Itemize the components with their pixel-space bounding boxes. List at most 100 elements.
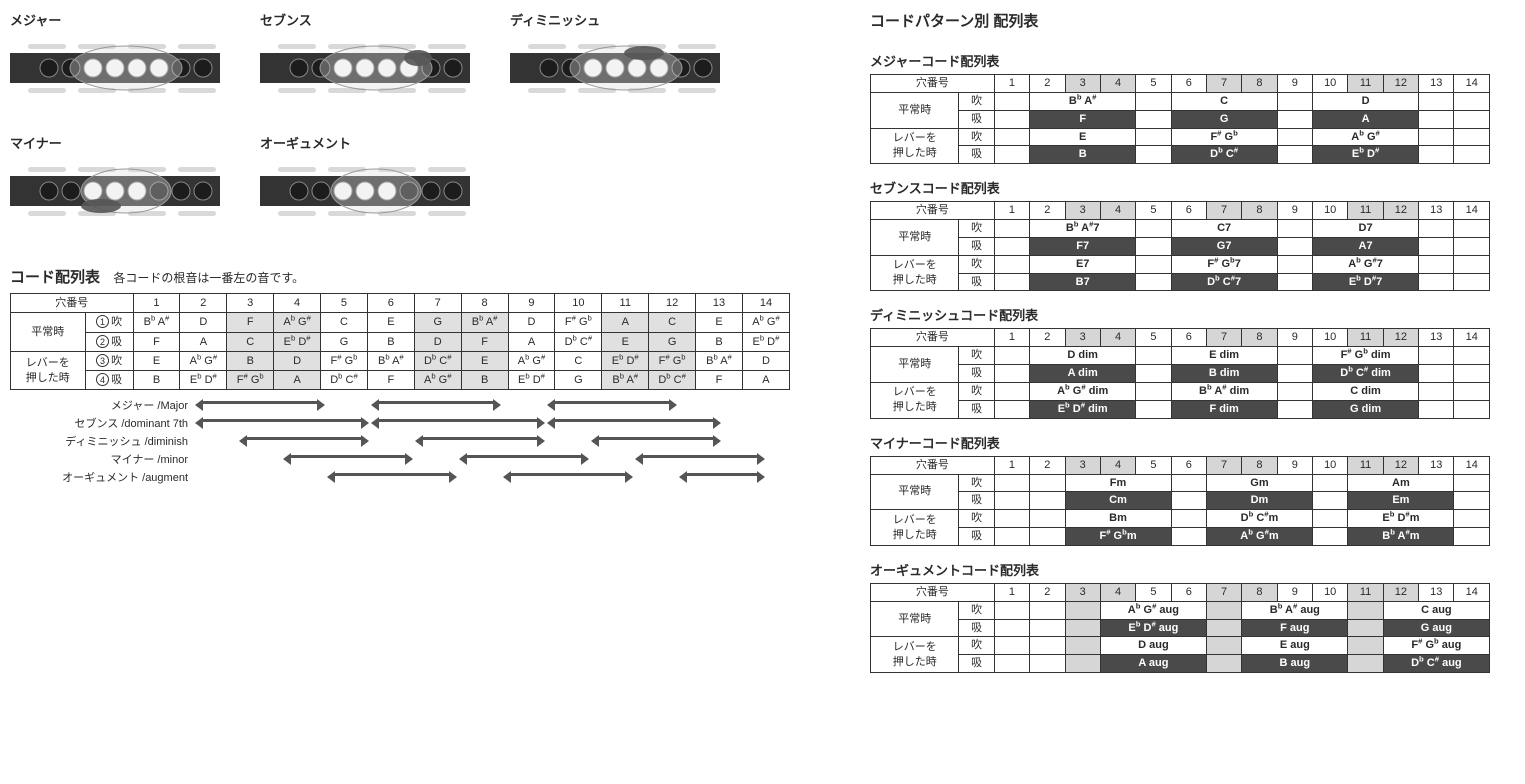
chord-cell: F# Gb aug bbox=[1383, 637, 1489, 655]
chord-cell: F bbox=[1030, 110, 1136, 128]
empty-cell bbox=[1065, 619, 1100, 637]
hole-header: 5 bbox=[1136, 456, 1171, 474]
empty-cell bbox=[1454, 146, 1490, 164]
hole-header: 5 bbox=[321, 294, 368, 313]
pattern-table-title: オーギュメントコード配列表 bbox=[870, 560, 1510, 579]
note-cell: F bbox=[461, 332, 508, 351]
hole-header: 5 bbox=[1136, 583, 1171, 601]
row-group-label: 平常時 bbox=[871, 601, 959, 637]
empty-cell bbox=[994, 220, 1029, 238]
hole-label: 穴番号 bbox=[871, 75, 995, 93]
chord-cell: Ab G# bbox=[1313, 128, 1419, 146]
hole-header: 11 bbox=[1348, 583, 1383, 601]
empty-cell bbox=[1277, 382, 1312, 400]
row-group-label: レバーを押した時 bbox=[871, 382, 959, 418]
note-cell: G bbox=[321, 332, 368, 351]
main-table-heading: コード配列表 bbox=[10, 266, 100, 287]
hole-header: 10 bbox=[1313, 75, 1348, 93]
chord-cell: Bb A#m bbox=[1348, 528, 1454, 546]
empty-cell bbox=[994, 128, 1029, 146]
hole-header: 13 bbox=[1419, 329, 1454, 347]
note-cell: D bbox=[508, 313, 555, 332]
note-cell: F# Gb bbox=[555, 313, 602, 332]
empty-cell bbox=[1454, 382, 1490, 400]
hole-header: 11 bbox=[1348, 75, 1383, 93]
range-arrow bbox=[378, 401, 494, 404]
empty-cell bbox=[1313, 510, 1348, 528]
hole-header: 8 bbox=[461, 294, 508, 313]
diagram-label: マイナー bbox=[10, 133, 230, 152]
hole-header: 4 bbox=[1100, 75, 1135, 93]
chord-cell: Am bbox=[1348, 474, 1454, 492]
empty-cell bbox=[1313, 492, 1348, 510]
hole-header: 13 bbox=[1419, 583, 1454, 601]
chord-cell: G aug bbox=[1383, 619, 1489, 637]
range-arrow bbox=[554, 419, 714, 422]
empty-cell bbox=[1348, 601, 1383, 619]
chord-cell: F# Gb7 bbox=[1171, 255, 1277, 273]
hole-header: 2 bbox=[1030, 456, 1065, 474]
chord-cell: G dim bbox=[1313, 400, 1419, 418]
empty-cell bbox=[1136, 220, 1171, 238]
note-cell: E bbox=[133, 351, 180, 370]
harmonica-diagrams: メジャーセブンスディミニッシュマイナーオーギュメント bbox=[10, 10, 810, 226]
chord-cell: Ab G# aug bbox=[1100, 601, 1206, 619]
row-dir: 吹 bbox=[959, 510, 994, 528]
hole-header: 2 bbox=[1030, 75, 1065, 93]
chord-cell: Db C#7 bbox=[1171, 273, 1277, 291]
hole-header: 8 bbox=[1242, 329, 1277, 347]
chord-cell: A dim bbox=[1030, 365, 1136, 383]
range-arrow bbox=[554, 401, 670, 404]
row-group-label: 平常時 bbox=[871, 347, 959, 383]
hole-header: 9 bbox=[1277, 202, 1312, 220]
note-cell: C bbox=[649, 313, 696, 332]
pattern-table-title: セブンスコード配列表 bbox=[870, 178, 1510, 197]
empty-cell bbox=[1419, 220, 1454, 238]
empty-cell bbox=[1171, 474, 1206, 492]
note-cell: Bb A# bbox=[602, 371, 649, 390]
note-cell: A bbox=[274, 371, 321, 390]
empty-cell bbox=[1419, 237, 1454, 255]
range-label: ディミニッシュ /diminish bbox=[10, 433, 194, 449]
range-arrow bbox=[246, 437, 362, 440]
empty-cell bbox=[1030, 619, 1065, 637]
empty-cell bbox=[994, 601, 1029, 619]
diagram-1: セブンス bbox=[260, 10, 480, 103]
hole-label: 穴番号 bbox=[871, 329, 995, 347]
empty-cell bbox=[1419, 92, 1454, 110]
empty-cell bbox=[1277, 365, 1312, 383]
empty-cell bbox=[1206, 655, 1241, 673]
hole-header: 12 bbox=[1383, 329, 1418, 347]
chord-cell: D dim bbox=[1030, 347, 1136, 365]
range-label: メジャー /Major bbox=[10, 397, 194, 413]
note-cell: F# Gb bbox=[321, 351, 368, 370]
row-dir: 吸 bbox=[959, 619, 994, 637]
row-group-label: 平常時 bbox=[871, 92, 959, 128]
chord-cell: Dm bbox=[1206, 492, 1312, 510]
empty-cell bbox=[1313, 528, 1348, 546]
empty-cell bbox=[1419, 146, 1454, 164]
note-cell: F# Gb bbox=[227, 371, 274, 390]
hole-header: 12 bbox=[1383, 456, 1418, 474]
row-dir: 吸 bbox=[959, 273, 994, 291]
empty-cell bbox=[1454, 110, 1490, 128]
hole-header: 14 bbox=[1454, 75, 1490, 93]
range-label: セブンス /dominant 7th bbox=[10, 415, 194, 431]
pattern-table: 穴番号1234567891011121314平常時吹Ab G# augBb A#… bbox=[870, 583, 1490, 673]
note-cell: F bbox=[133, 332, 180, 351]
empty-cell bbox=[994, 528, 1029, 546]
hole-header: 11 bbox=[1348, 202, 1383, 220]
empty-cell bbox=[1136, 273, 1171, 291]
hole-header: 3 bbox=[1065, 75, 1100, 93]
chord-cell: Ab G#7 bbox=[1313, 255, 1419, 273]
empty-cell bbox=[1419, 365, 1454, 383]
hole-header: 11 bbox=[602, 294, 649, 313]
empty-cell bbox=[1136, 237, 1171, 255]
row-dir: 吹 bbox=[959, 382, 994, 400]
note-cell: A bbox=[508, 332, 555, 351]
note-cell: D bbox=[180, 313, 227, 332]
hole-header: 11 bbox=[1348, 456, 1383, 474]
chord-cell: C7 bbox=[1171, 220, 1277, 238]
chord-range-arrows: メジャー /Major セブンス /dominant 7th ディミニッシュ /di… bbox=[10, 396, 810, 486]
note-cell: D bbox=[414, 332, 461, 351]
